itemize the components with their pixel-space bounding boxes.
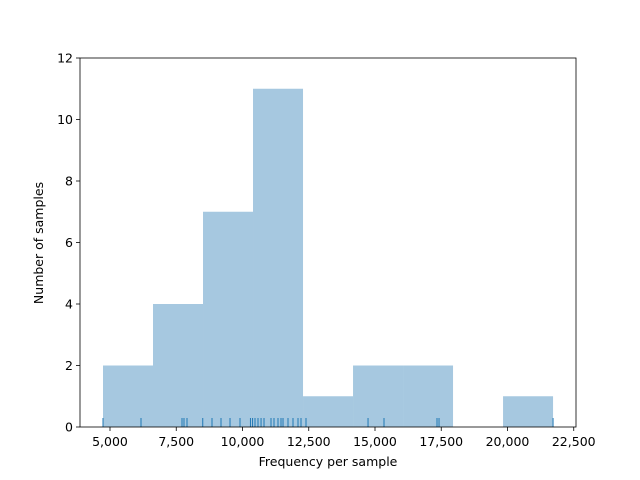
bar	[353, 365, 404, 427]
x-tick-label: 22,500	[552, 434, 596, 449]
y-tick-label: 0	[65, 420, 73, 435]
y-tick-label: 4	[65, 297, 73, 312]
y-tick-label: 10	[57, 112, 73, 127]
y-tick-label: 2	[65, 358, 73, 373]
x-tick-label: 15,000	[353, 434, 397, 449]
y-axis-label: Number of samples	[31, 182, 46, 304]
x-tick-label: 10,000	[221, 434, 265, 449]
x-tick-label: 12,500	[287, 434, 331, 449]
x-axis-label: Frequency per sample	[259, 454, 398, 469]
y-tick-label: 6	[65, 235, 73, 250]
x-tick-label: 17,500	[419, 434, 463, 449]
bar	[153, 304, 204, 427]
x-tick-label: 20,000	[486, 434, 530, 449]
bar	[253, 88, 304, 427]
bar	[403, 365, 454, 427]
y-tick-label: 12	[57, 51, 73, 66]
x-tick-label: 5,000	[92, 434, 128, 449]
bar	[503, 396, 554, 427]
bar	[203, 211, 254, 427]
bar	[103, 365, 154, 427]
x-tick-label: 7,500	[158, 434, 194, 449]
y-tick-label: 8	[65, 174, 73, 189]
bar	[303, 396, 354, 427]
